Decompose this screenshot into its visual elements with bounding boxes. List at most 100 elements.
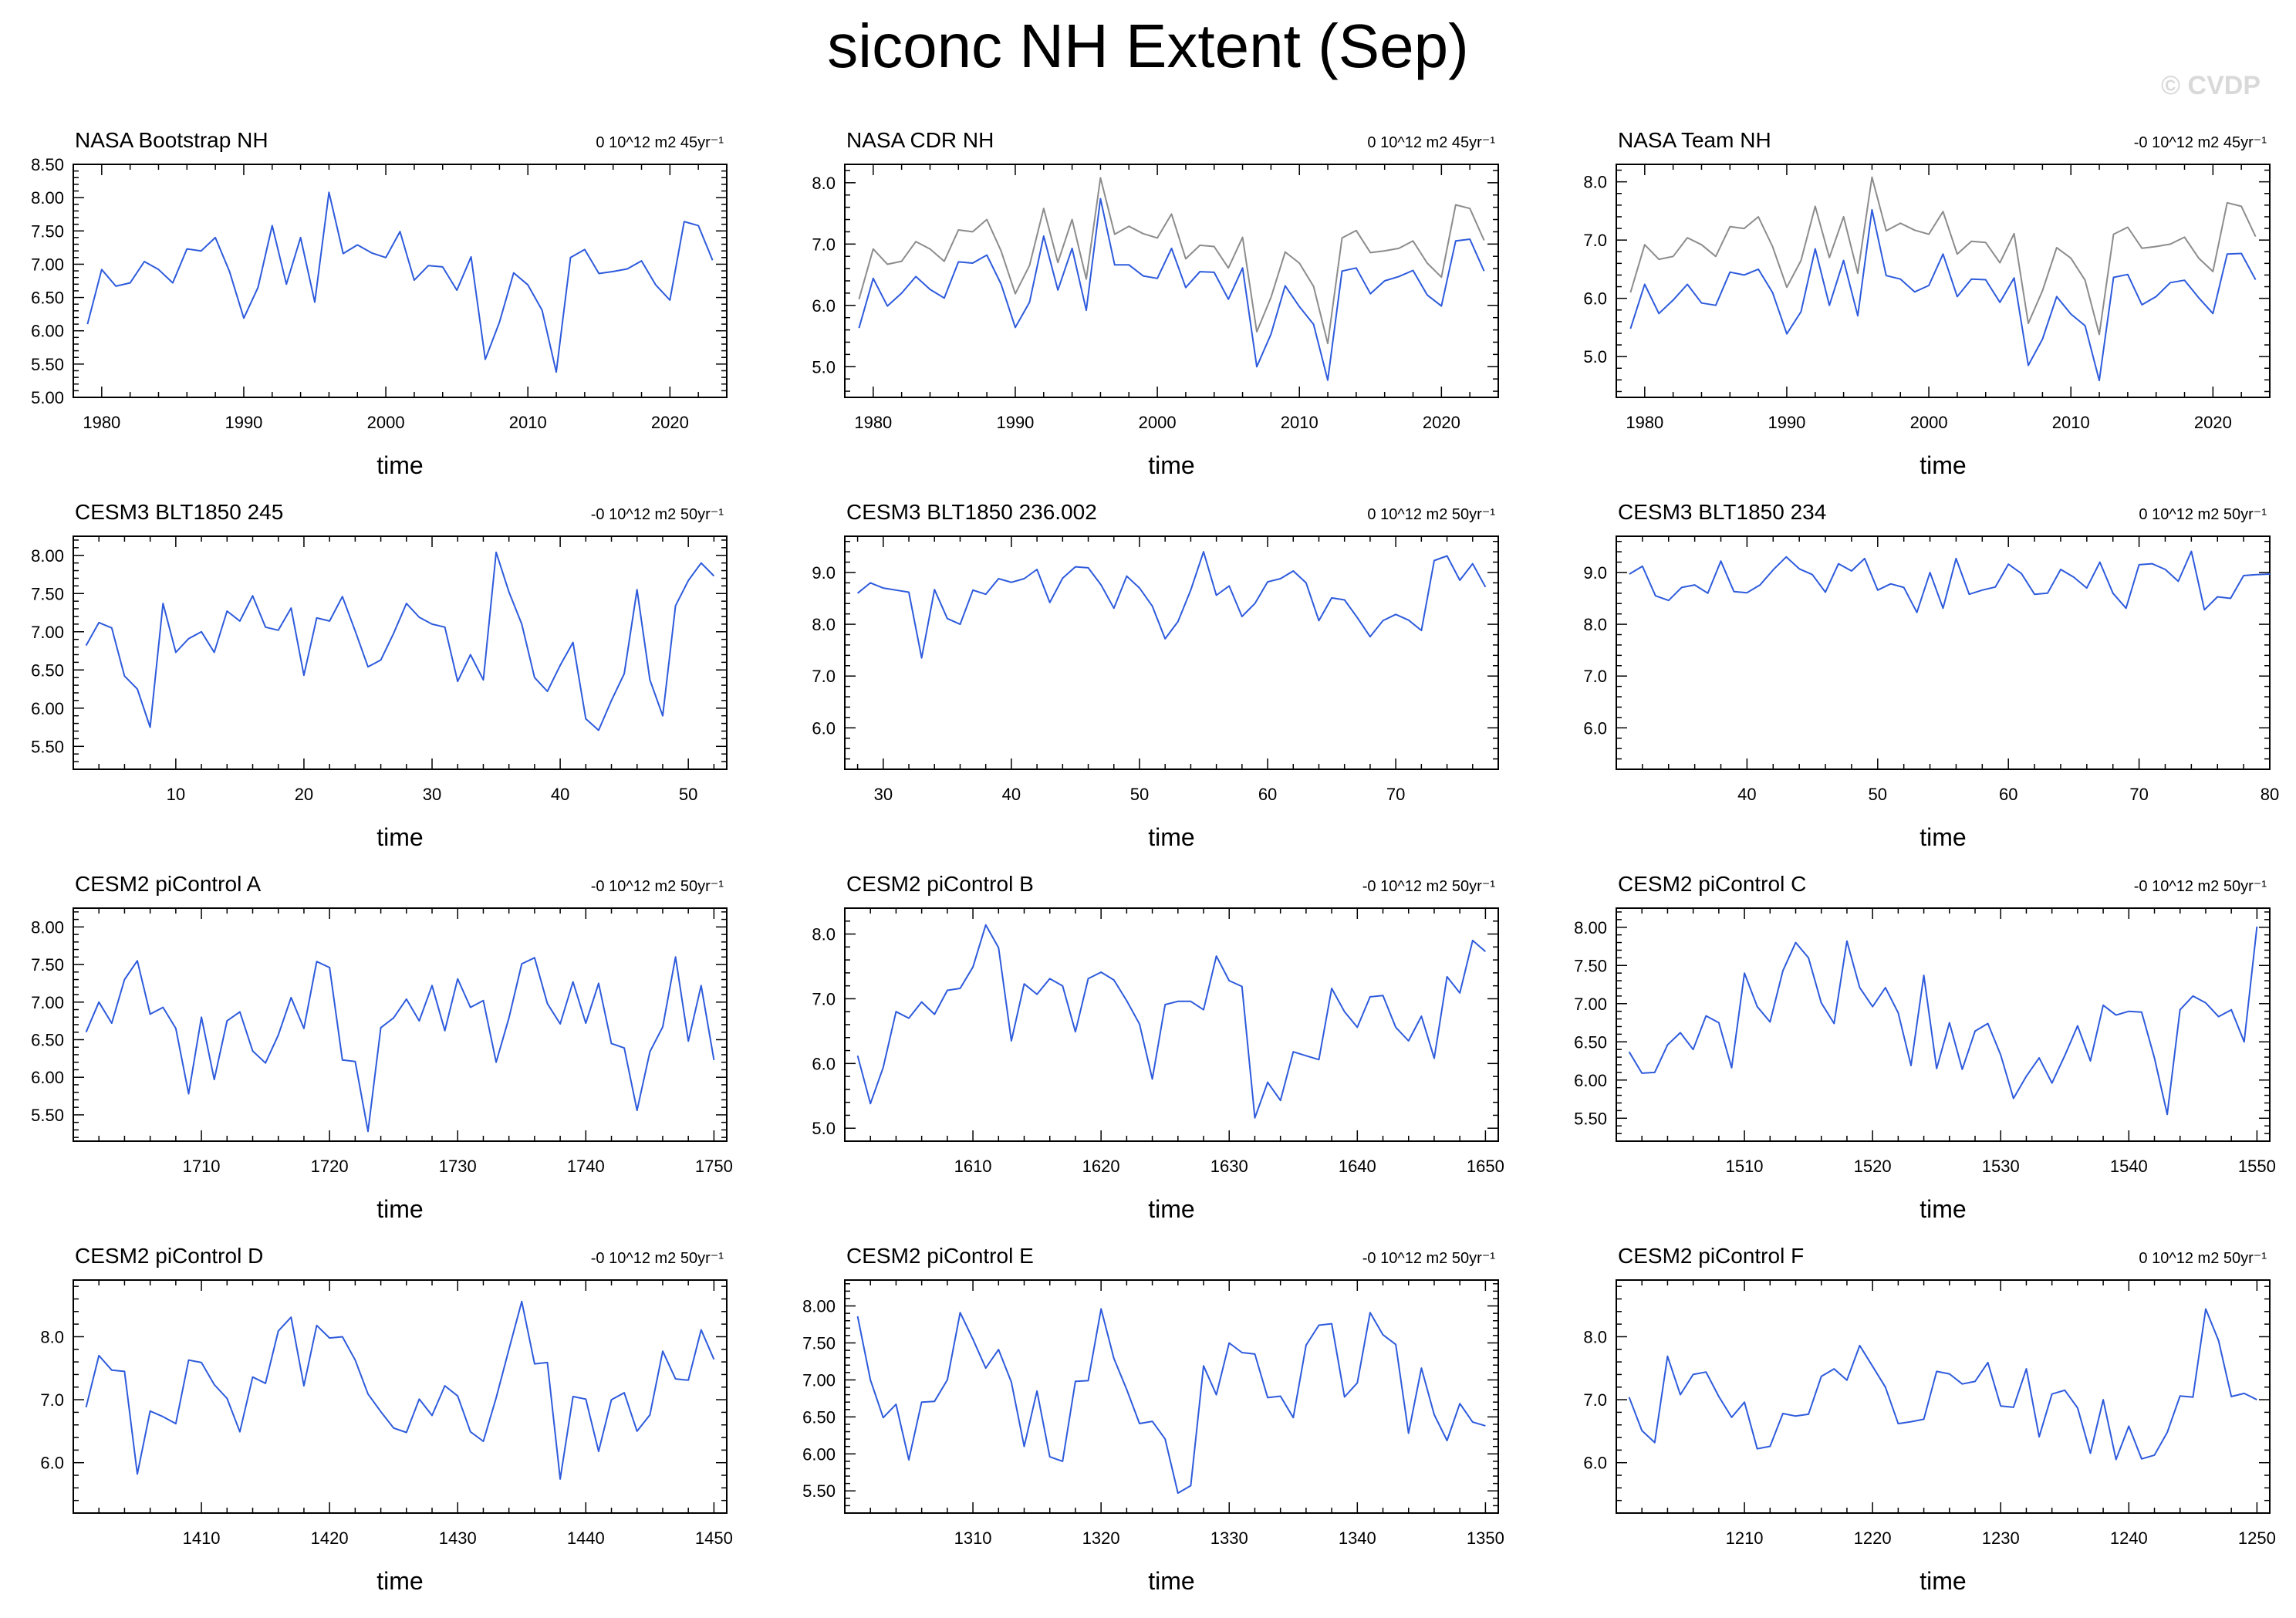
series-line-1 bbox=[86, 191, 714, 373]
y-tick-label: 6.0 bbox=[1583, 289, 1607, 309]
y-tick-label: 6.0 bbox=[812, 718, 836, 738]
x-tick-label: 1230 bbox=[1982, 1528, 2020, 1548]
plot-frame bbox=[73, 1279, 728, 1514]
y-tick-label: 8.00 bbox=[31, 546, 64, 566]
panel-trend-label: 0 10^12 m2 50yr⁻¹ bbox=[1367, 506, 1495, 523]
plot-frame bbox=[1616, 535, 2271, 770]
chart-panel-6: CESM3 BLT1850 234 0 10^12 m2 50yr⁻¹ 9.0 8.0… bbox=[1583, 500, 2279, 851]
x-tick-label: 1610 bbox=[954, 1157, 992, 1176]
x-tick-label: 1520 bbox=[1854, 1157, 1892, 1176]
series-line-1 bbox=[856, 924, 1487, 1119]
x-tick-label: 1990 bbox=[1768, 413, 1805, 432]
plot-frame bbox=[844, 535, 1499, 770]
panel-trend-label: -0 10^12 m2 50yr⁻¹ bbox=[1362, 1250, 1496, 1267]
x-tick-label: 2010 bbox=[2052, 413, 2090, 432]
y-tick-label: 5.50 bbox=[1574, 1109, 1607, 1128]
y-tick-label: 6.00 bbox=[31, 699, 64, 718]
chart-panel-5: CESM3 BLT1850 236.002 0 10^12 m2 50yr⁻¹ 9.… bbox=[812, 500, 1499, 851]
x-tick-label: 2000 bbox=[1910, 413, 1948, 432]
x-tick-label: 1240 bbox=[2110, 1528, 2148, 1548]
x-tick-label: 60 bbox=[1258, 785, 1277, 804]
x-tick-label: 50 bbox=[679, 785, 697, 804]
x-tick-label: 1530 bbox=[1982, 1157, 2020, 1176]
panel-trend-label: 0 10^12 m2 45yr⁻¹ bbox=[1367, 134, 1495, 151]
x-tick-label: 1990 bbox=[225, 413, 262, 432]
chart-panel-2: NASA CDR NH 0 10^12 m2 45yr⁻¹ 8.0 7.0 6.0 5.0… bbox=[812, 128, 1499, 479]
series-line-1 bbox=[1629, 176, 2257, 336]
panel-title: CESM2 piControl A bbox=[75, 872, 262, 896]
x-tick-label: 30 bbox=[423, 785, 441, 804]
y-tick-label: 6.00 bbox=[31, 1068, 64, 1087]
series-line-1 bbox=[1628, 926, 2258, 1116]
y-tick-label: 7.00 bbox=[31, 255, 64, 274]
y-tick-label: 6.50 bbox=[802, 1407, 836, 1427]
x-axis-label: time bbox=[376, 1195, 423, 1223]
x-tick-label: 1350 bbox=[1467, 1528, 1504, 1548]
x-tick-label: 1650 bbox=[1467, 1157, 1504, 1176]
x-tick-label: 1750 bbox=[695, 1157, 733, 1176]
x-tick-label: 1720 bbox=[311, 1157, 349, 1176]
x-tick-label: 2020 bbox=[1423, 413, 1460, 432]
x-tick-label: 10 bbox=[167, 785, 185, 804]
x-axis-label: time bbox=[1148, 451, 1194, 479]
y-tick-label: 8.00 bbox=[31, 188, 64, 208]
y-tick-label: 8.00 bbox=[802, 1297, 836, 1316]
y-tick-label: 5.50 bbox=[31, 355, 64, 374]
plot-frame bbox=[844, 164, 1499, 398]
x-tick-label: 1410 bbox=[183, 1528, 221, 1548]
y-tick-label: 7.0 bbox=[1583, 667, 1607, 686]
panel-trend-label: -0 10^12 m2 50yr⁻¹ bbox=[2134, 878, 2267, 895]
x-tick-label: 50 bbox=[1869, 785, 1887, 804]
x-tick-label: 1550 bbox=[2238, 1157, 2276, 1176]
x-axis-label: time bbox=[1148, 823, 1194, 851]
y-tick-label: 7.50 bbox=[802, 1333, 836, 1353]
x-tick-label: 40 bbox=[1737, 785, 1756, 804]
y-tick-label: 6.0 bbox=[40, 1454, 64, 1473]
y-tick-label: 8.0 bbox=[1583, 173, 1607, 192]
x-tick-label: 70 bbox=[2129, 785, 2148, 804]
panel-title: CESM2 piControl D bbox=[75, 1244, 263, 1268]
panel-title: CESM2 piControl B bbox=[846, 872, 1034, 896]
panel-trend-label: -0 10^12 m2 50yr⁻¹ bbox=[1362, 878, 1496, 895]
x-axis-label: time bbox=[1920, 1567, 1966, 1595]
x-tick-label: 1630 bbox=[1210, 1157, 1248, 1176]
y-tick-label: 6.00 bbox=[31, 322, 64, 341]
chart-panel-8: CESM2 piControl B -0 10^12 m2 50yr⁻¹ 8.0 7.… bbox=[812, 872, 1504, 1223]
x-tick-label: 2020 bbox=[2194, 413, 2232, 432]
x-axis-label: time bbox=[376, 451, 423, 479]
chart-panel-12: CESM2 piControl F 0 10^12 m2 50yr⁻¹ 8.0 7.0… bbox=[1583, 1244, 2275, 1595]
y-tick-label: 8.0 bbox=[1583, 615, 1607, 634]
y-tick-label: 6.50 bbox=[31, 289, 64, 308]
y-tick-label: 5.0 bbox=[812, 357, 836, 377]
x-tick-label: 1440 bbox=[567, 1528, 605, 1548]
cvdp-watermark: © CVDP bbox=[2161, 71, 2261, 100]
x-tick-label: 1710 bbox=[183, 1157, 221, 1176]
panel-title: NASA Team NH bbox=[1618, 128, 1771, 152]
panel-title: CESM2 piControl C bbox=[1618, 872, 1806, 896]
series-line-2 bbox=[1629, 208, 2257, 382]
series-line-1 bbox=[1628, 1308, 2257, 1461]
x-tick-label: 40 bbox=[1002, 785, 1021, 804]
series-line-1 bbox=[856, 1308, 1486, 1495]
plot-frame bbox=[1616, 164, 2271, 398]
chart-panel-7: CESM2 piControl A -0 10^12 m2 50yr⁻¹ 8.00 7… bbox=[31, 872, 733, 1223]
series-line-1 bbox=[1629, 550, 2271, 613]
panel-title: CESM2 piControl F bbox=[1618, 1244, 1804, 1268]
y-tick-label: 7.50 bbox=[31, 955, 64, 975]
plot-frame bbox=[73, 164, 728, 398]
y-tick-label: 7.0 bbox=[1583, 1390, 1607, 1410]
panel-trend-label: 0 10^12 m2 50yr⁻¹ bbox=[2139, 506, 2267, 523]
panel-title: CESM3 BLT1850 234 bbox=[1618, 500, 1826, 524]
chart-panel-11: CESM2 piControl E -0 10^12 m2 50yr⁻¹ 8.00 7… bbox=[802, 1244, 1504, 1595]
x-tick-label: 1430 bbox=[439, 1528, 477, 1548]
y-tick-label: 9.0 bbox=[1583, 563, 1607, 583]
page-title: siconc NH Extent (Sep) bbox=[827, 12, 1469, 80]
panel-trend-label: -0 10^12 m2 50yr⁻¹ bbox=[591, 1250, 724, 1267]
y-tick-label: 8.0 bbox=[812, 174, 836, 193]
y-tick-label: 8.0 bbox=[812, 925, 836, 944]
y-tick-label: 6.50 bbox=[31, 1030, 64, 1049]
x-axis-label: time bbox=[1148, 1195, 1194, 1223]
x-axis-label: time bbox=[1920, 1195, 1966, 1223]
x-tick-label: 1980 bbox=[83, 413, 120, 432]
x-axis-label: time bbox=[1148, 1567, 1194, 1595]
